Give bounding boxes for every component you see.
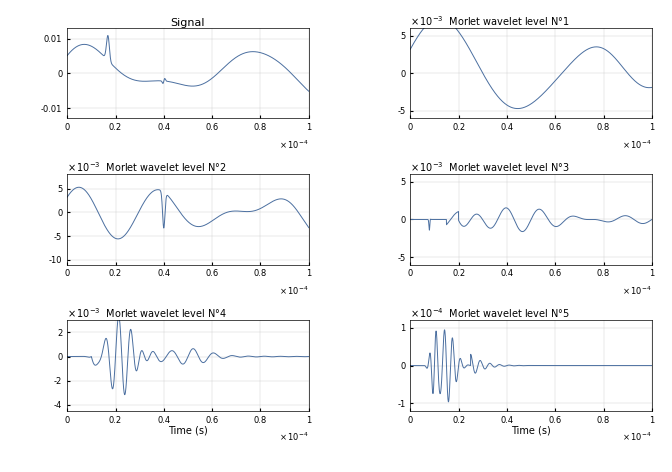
Text: $\times\,10^{-4}$: $\times\,10^{-4}$ [622, 138, 652, 151]
Text: $\times\,10^{-3}$  Morlet wavelet level N°2: $\times\,10^{-3}$ Morlet wavelet level N… [67, 160, 227, 174]
Text: $\times\,10^{-4}$: $\times\,10^{-4}$ [280, 138, 309, 151]
Title: Signal: Signal [171, 17, 205, 27]
Text: $\times\,10^{-3}$  Morlet wavelet level N°3: $\times\,10^{-3}$ Morlet wavelet level N… [410, 160, 571, 174]
Text: $\times\,10^{-3}$  Morlet wavelet level N°4: $\times\,10^{-3}$ Morlet wavelet level N… [67, 306, 227, 320]
Text: $\times\,10^{-4}$  Morlet wavelet level N°5: $\times\,10^{-4}$ Morlet wavelet level N… [410, 306, 571, 320]
Text: $\times\,10^{-4}$: $\times\,10^{-4}$ [280, 285, 309, 297]
Text: $\times\,10^{-4}$: $\times\,10^{-4}$ [622, 285, 652, 297]
X-axis label: Time (s): Time (s) [168, 426, 208, 436]
X-axis label: Time (s): Time (s) [511, 426, 551, 436]
Text: $\times\,10^{-4}$: $\times\,10^{-4}$ [622, 430, 652, 443]
Text: $\times\,10^{-4}$: $\times\,10^{-4}$ [280, 430, 309, 443]
Text: $\times\,10^{-3}$  Morlet wavelet level N°1: $\times\,10^{-3}$ Morlet wavelet level N… [410, 14, 570, 27]
